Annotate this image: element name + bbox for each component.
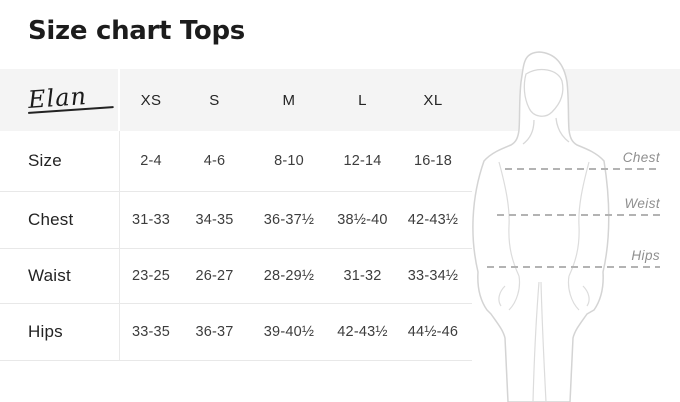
cell-waist-s: 26-27 [182, 248, 247, 303]
size-table: Elan XS S M L XL Size 2-4 4-6 8-10 12-14… [0, 69, 472, 361]
page-title: Size chart Tops [28, 16, 245, 46]
row-label-hips: Hips [0, 303, 120, 360]
figure-label-weist: Weist [624, 196, 660, 211]
cell-hips-l: 42-43½ [331, 303, 394, 360]
figure-label-chest: Chest [622, 150, 660, 165]
inner-leg-lines [532, 281, 547, 402]
cell-chest-s: 34-35 [182, 191, 247, 248]
cell-size-xl: 16-18 [413, 153, 453, 169]
header-cell-m: M [282, 91, 296, 109]
arm-inner-lines [498, 161, 590, 277]
cell-chest-l: 38½-40 [331, 191, 394, 248]
body-outline [472, 51, 610, 402]
cell-size-m: 8-10 [274, 153, 304, 169]
cell-hips-s: 36-37 [182, 303, 247, 360]
body-silhouette-figure [472, 51, 660, 402]
row-label-chest: Chest [0, 191, 120, 248]
header-cell-xs: XS [140, 91, 162, 109]
hand-lines [498, 275, 590, 311]
cell-chest-m: 36-37½ [247, 191, 331, 248]
figure-label-hips: Hips [631, 248, 660, 263]
cell-waist-xs: 23-25 [120, 248, 182, 303]
cell-waist-xl: 33-34½ [394, 248, 472, 303]
neck-lines [522, 117, 570, 145]
cell-chest-xl: 42-43½ [394, 191, 472, 248]
cell-hips-xs: 33-35 [120, 303, 182, 360]
cell-size-xs: 2-4 [140, 153, 162, 169]
cell-waist-l: 31-32 [331, 248, 394, 303]
row-label-size: Size [0, 131, 120, 191]
header-cell-s: S [209, 91, 220, 109]
cell-size-s: 4-6 [203, 153, 226, 169]
header-cell-l: L [358, 91, 367, 109]
cell-size-l: 12-14 [343, 153, 382, 169]
face-line [523, 68, 564, 117]
cell-hips-xl: 44½-46 [394, 303, 472, 360]
cell-waist-m: 28-29½ [247, 248, 331, 303]
brand-logo: Elan [0, 69, 120, 131]
cell-chest-xs: 31-33 [120, 191, 182, 248]
cell-hips-m: 39-40½ [247, 303, 331, 360]
header-cell-xl: XL [423, 91, 443, 109]
row-label-waist: Waist [0, 248, 120, 303]
